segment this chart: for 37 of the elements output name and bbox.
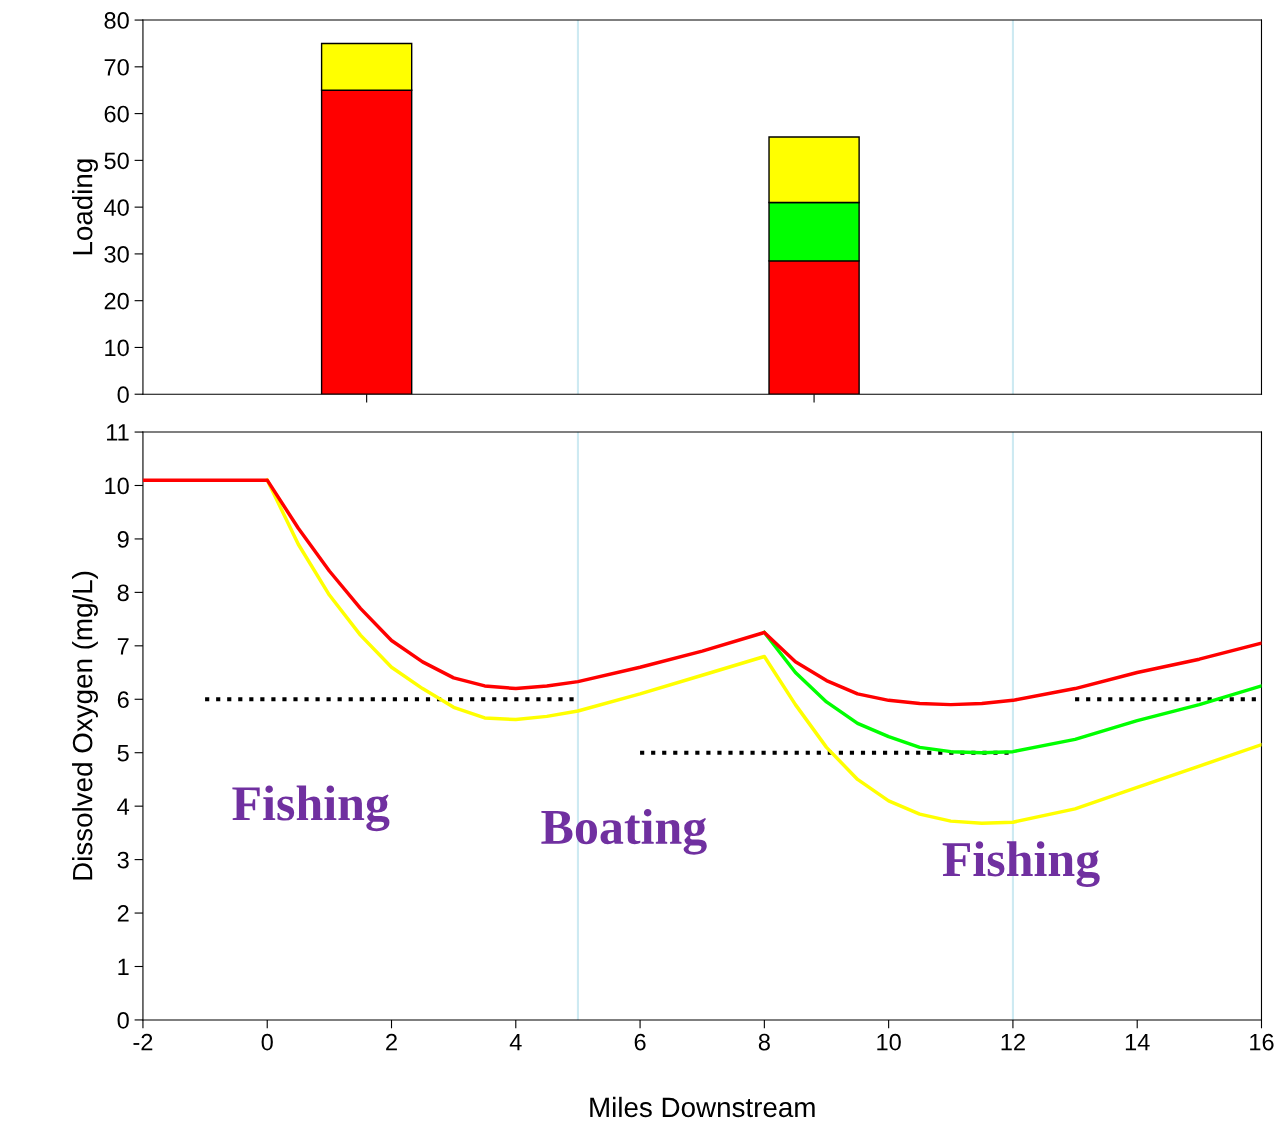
y-tick-label: 8: [117, 584, 129, 602]
y-tick-label: 4: [117, 798, 130, 815]
x-tick-label: 10: [877, 1033, 901, 1051]
x-tick-label: 12: [1001, 1033, 1025, 1051]
y-tick-label: 60: [104, 105, 129, 123]
y-tick-label: 80: [104, 12, 129, 29]
y-axis-title: Loading: [72, 159, 98, 255]
annotation: Fishing: [232, 785, 390, 832]
y-tick-label: 50: [104, 152, 129, 170]
x-tick-label: -2: [133, 1033, 153, 1051]
y-tick-label: 40: [104, 199, 129, 216]
y-tick-label: 0: [117, 1012, 129, 1029]
x-axis-title: Miles Downstream: [590, 1096, 815, 1118]
x-tick-label: 4: [509, 1034, 522, 1051]
y-tick-label: 7: [117, 638, 129, 655]
y-tick-label: 2: [117, 905, 129, 922]
y-axis-title: Dissolved Oxygen (mg/L): [72, 571, 98, 880]
x-tick-label: 0: [261, 1033, 273, 1051]
y-tick-label: 30: [104, 245, 129, 263]
y-tick-label: 1: [118, 958, 129, 976]
y-tick-label: 10: [105, 339, 129, 357]
x-tick-label: 14: [1125, 1034, 1150, 1051]
annotation: Fishing: [942, 841, 1100, 888]
y-tick-label: 0: [117, 386, 129, 404]
x-tick-label: 8: [758, 1033, 770, 1051]
y-tick-label: 10: [105, 477, 129, 495]
y-tick-label: 70: [104, 58, 129, 76]
x-tick-label: 6: [634, 1033, 646, 1051]
y-tick-label: 6: [117, 691, 129, 709]
y-tick-label: 9: [117, 531, 129, 548]
y-tick-label: 3: [117, 851, 129, 869]
y-tick-label: 11: [107, 424, 129, 441]
y-tick-label: 5: [117, 745, 129, 762]
x-tick-label: 2: [386, 1033, 397, 1051]
x-tick-label: 16: [1250, 1033, 1274, 1051]
y-tick-label: 20: [104, 292, 129, 310]
annotation: Boating: [541, 808, 707, 855]
